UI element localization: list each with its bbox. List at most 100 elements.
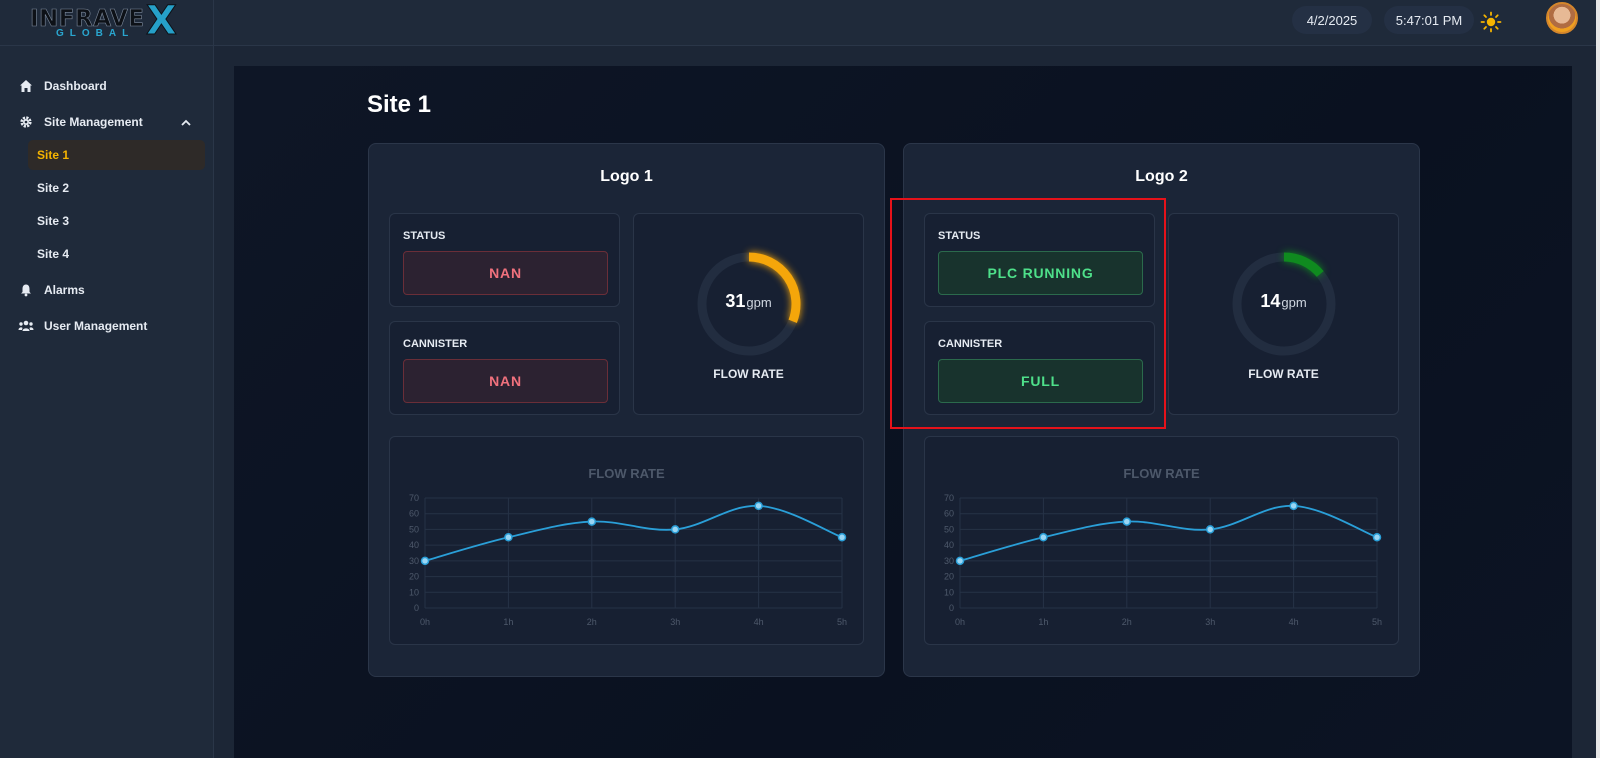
x-tick-label: 0h	[420, 617, 430, 627]
sidebar-item-site-1[interactable]: Site 1	[28, 140, 205, 170]
sun-icon[interactable]	[1478, 9, 1504, 35]
chart-title: FLOW RATE	[1123, 466, 1200, 481]
x-tick-label: 4h	[754, 617, 764, 627]
sidebar-item-dashboard[interactable]: Dashboard	[0, 68, 213, 104]
flow-chart-panel: FLOW RATE 0 10 20 30 40 50 60 70 0h 1h 2h 3h 4h 5h	[924, 436, 1399, 645]
status-panel: STATUS NAN	[389, 213, 620, 307]
y-tick-label: 20	[409, 572, 419, 582]
y-tick-label: 60	[409, 509, 419, 519]
chart-title: FLOW RATE	[588, 466, 665, 481]
y-tick-label: 40	[409, 540, 419, 550]
highlight-box	[890, 198, 1166, 429]
y-tick-label: 0	[949, 603, 954, 613]
flow-line-chart: 0 10 20 30 40 50 60 70 0h 1h 2h 3h 4h 5h	[944, 493, 1382, 627]
data-point	[1122, 517, 1132, 526]
data-point	[587, 517, 597, 526]
data-point	[420, 556, 430, 566]
gauge-arc	[748, 252, 801, 323]
flow-gauge	[697, 252, 801, 356]
status-label: STATUS	[938, 230, 981, 242]
x-tick-label: 5h	[1372, 617, 1382, 627]
sidebar-item-label: Site Management	[44, 115, 143, 129]
gauge-label: FLOW RATE	[1248, 367, 1319, 381]
sidebar-item-site-3[interactable]: Site 3	[37, 214, 70, 228]
data-point	[1289, 501, 1298, 511]
x-tick-label: 1h	[503, 617, 513, 627]
data-point	[1205, 525, 1215, 534]
y-tick-label: 0	[414, 603, 419, 613]
sidebar-item-label: Dashboard	[44, 79, 107, 93]
brand-subtitle: GLOBAL	[56, 28, 135, 39]
chevron-up-icon[interactable]	[181, 115, 191, 129]
brand-name: INFRAVE	[30, 6, 145, 33]
time-display: 5:47:01 PM	[1384, 6, 1474, 34]
gear-icon	[18, 114, 34, 130]
y-tick-label: 30	[409, 556, 419, 566]
scrollbar[interactable]	[1596, 0, 1600, 758]
bell-icon	[18, 282, 34, 298]
gauge-unit: gpm	[746, 295, 772, 310]
data-point	[1039, 533, 1048, 542]
data-point	[670, 525, 680, 534]
cannister-badge: NAN	[403, 359, 608, 403]
page-title: Site 1	[367, 91, 432, 118]
sidebar-item-site-4[interactable]: Site 4	[37, 247, 70, 261]
y-tick-label: 20	[944, 572, 954, 582]
cannister-panel: CANNISTER NAN	[389, 321, 620, 415]
series-line	[959, 504, 1378, 562]
flow-rate-panel: 31gpm FLOW RATE	[633, 213, 864, 415]
y-tick-label: 70	[944, 493, 954, 503]
sidebar-item-user-management[interactable]: User Management	[0, 308, 213, 344]
status-panel: STATUS PLC RUNNING	[924, 213, 1155, 307]
brand-x-mark: X	[146, 0, 178, 45]
y-tick-label: 70	[409, 493, 419, 503]
gauge-label: FLOW RATE	[713, 367, 784, 381]
avatar[interactable]	[1546, 2, 1578, 34]
y-tick-label: 60	[944, 509, 954, 519]
device-card: Logo 2 STATUS PLC RUNNING CANNISTER FULL…	[903, 143, 1420, 677]
data-point	[754, 501, 763, 511]
sidebar-item-label: Alarms	[44, 283, 85, 297]
x-tick-label: 3h	[1205, 617, 1215, 627]
flow-gauge	[1232, 252, 1336, 356]
card-title: Logo 1	[600, 168, 653, 185]
card-title: Logo 2	[1135, 168, 1188, 185]
users-icon	[18, 318, 34, 334]
status-badge: PLC RUNNING	[938, 251, 1143, 295]
x-tick-label: 4h	[1289, 617, 1299, 627]
cannister-label: CANNISTER	[938, 338, 1003, 350]
top-bar: 4/2/2025 5:47:01 PM	[214, 0, 1600, 46]
main-content: Site 1 Logo 1 STATUS NAN CANNISTER NAN 3…	[234, 66, 1572, 758]
flow-line-chart: 0 10 20 30 40 50 60 70 0h 1h 2h 3h 4h 5h	[409, 493, 847, 627]
y-tick-label: 40	[944, 540, 954, 550]
sidebar: INFRAVE X GLOBAL Dashboard Site Manageme…	[0, 0, 214, 758]
x-tick-label: 1h	[1038, 617, 1048, 627]
y-tick-label: 10	[409, 587, 419, 597]
data-point	[1372, 533, 1382, 542]
x-tick-label: 2h	[587, 617, 597, 627]
device-card: Logo 1 STATUS NAN CANNISTER NAN 31gpm FL…	[368, 143, 885, 677]
gauge-value: 31gpm	[634, 291, 863, 312]
flow-rate-panel: 14gpm FLOW RATE	[1168, 213, 1399, 415]
brand-logo[interactable]: INFRAVE X GLOBAL	[0, 0, 213, 46]
flow-chart-panel: FLOW RATE 0 10 20 30 40 50 60 70 0h 1h 2h 3h 4h 5h	[389, 436, 864, 645]
cannister-badge: FULL	[938, 359, 1143, 403]
x-tick-label: 3h	[670, 617, 680, 627]
gauge-value: 14gpm	[1169, 291, 1398, 312]
sidebar-nav: Dashboard Site Management Site 1 Site 2 …	[0, 46, 213, 344]
data-point	[504, 533, 513, 542]
status-badge: NAN	[403, 251, 608, 295]
y-tick-label: 30	[944, 556, 954, 566]
data-point	[837, 533, 847, 542]
y-tick-label: 50	[409, 524, 419, 534]
home-icon	[18, 78, 34, 94]
gauge-number: 31	[725, 291, 746, 311]
cannister-label: CANNISTER	[403, 338, 468, 350]
sidebar-item-site-management[interactable]: Site Management	[0, 104, 213, 140]
sidebar-item-alarms[interactable]: Alarms	[0, 272, 213, 308]
gauge-arc	[1283, 252, 1324, 278]
series-line	[424, 504, 843, 562]
sidebar-item-site-2[interactable]: Site 2	[37, 181, 70, 195]
x-tick-label: 0h	[955, 617, 965, 627]
date-display: 4/2/2025	[1292, 6, 1372, 34]
